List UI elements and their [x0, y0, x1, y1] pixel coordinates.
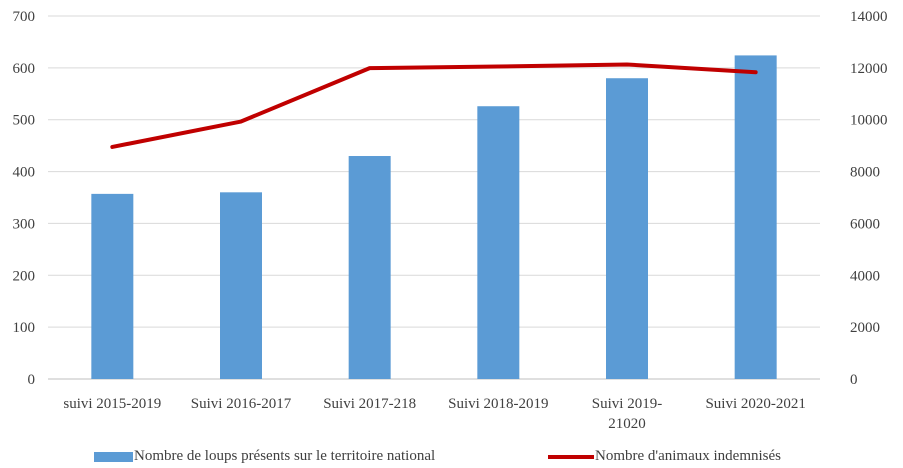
- x-axis-tick-label: suivi 2015-2019: [63, 396, 161, 412]
- x-axis-tick-label: Suivi 2017-218: [323, 396, 416, 412]
- bar-series: [91, 55, 777, 379]
- legend-label-wolves: Nombre de loups présents sur le territoi…: [134, 448, 436, 464]
- bar: [606, 78, 648, 379]
- right-axis-tick-label: 2000: [850, 320, 880, 336]
- legend-swatch-bar: [94, 451, 133, 462]
- right-axis-tick-label: 0: [850, 372, 858, 388]
- x-axis-tick-label: Suivi 2018-2019: [448, 396, 548, 412]
- line-path: [110, 62, 758, 149]
- right-axis-tick-label: 12000: [850, 61, 888, 77]
- bar: [348, 156, 391, 379]
- bar: [477, 106, 520, 379]
- left-axis-tick-label: 400: [13, 165, 36, 181]
- left-axis-tick-label: 200: [13, 268, 36, 284]
- right-axis-tick-label: 8000: [850, 165, 880, 181]
- legend-label-animals: Nombre d'animaux indemnisés: [595, 448, 781, 464]
- legend: Nombre de loups présents sur le territoi…: [0, 448, 903, 468]
- left-axis-tick-label: 300: [13, 216, 36, 232]
- x-axis-ticks: suivi 2015-2019 Suivi 2016-2017 Suivi 2017…: [63, 396, 806, 432]
- right-axis-tick-label: 10000: [850, 113, 888, 129]
- line-series: [110, 62, 758, 149]
- left-axis-tick-label: 100: [13, 320, 36, 336]
- right-axis-tick-label: 6000: [850, 216, 880, 232]
- x-axis-tick-label: Suivi 2016-2017: [191, 396, 292, 412]
- legend-item-wolves: Nombre de loups présents sur le territoi…: [94, 448, 435, 465]
- combo-chart: 0 100 200 300 400 500 600 700 0 2000 4000 6000 8000…: [13, 9, 888, 432]
- bar: [220, 192, 262, 379]
- bar: [91, 193, 134, 379]
- left-axis-tick-label: 600: [13, 61, 36, 77]
- right-axis-tick-label: 4000: [850, 268, 880, 284]
- left-axis-ticks: 0 100 200 300 400 500 600 700: [13, 9, 36, 388]
- right-axis-tick-label: 14000: [850, 9, 888, 25]
- left-axis-tick-label: 0: [28, 372, 36, 388]
- legend-swatch-line: [548, 454, 594, 459]
- gridlines: [48, 15, 820, 380]
- legend-item-animals: Nombre d'animaux indemnisés: [548, 448, 781, 465]
- left-axis-tick-label: 500: [13, 113, 36, 129]
- bar: [734, 55, 777, 379]
- x-axis-tick-label: Suivi 2019-21020: [592, 396, 662, 432]
- right-axis-ticks: 0 2000 4000 6000 8000 10000 12000 14000: [850, 9, 888, 388]
- left-axis-tick-label: 700: [13, 9, 36, 25]
- x-axis-tick-label: Suivi 2020-2021: [705, 396, 805, 412]
